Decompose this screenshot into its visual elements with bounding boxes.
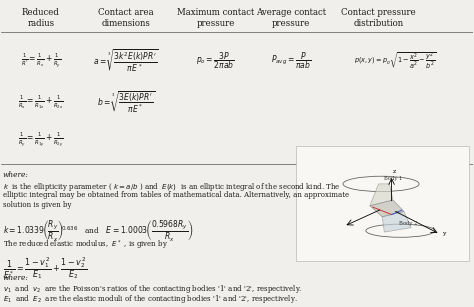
Text: Reduced
radius: Reduced radius <box>22 8 60 28</box>
Text: Body 2: Body 2 <box>399 221 417 227</box>
Text: $k$  is the ellipticity parameter ( $k = a/b$ ) and  $E(k)$  is an elliptic inte: $k$ is the ellipticity parameter ( $k = … <box>3 181 340 193</box>
Text: where:: where: <box>3 171 29 179</box>
Text: Contact area
dimensions: Contact area dimensions <box>98 8 154 28</box>
Text: solution is given by: solution is given by <box>3 201 72 209</box>
Text: elliptic integral may be obtained from tables of mathematical data. Alternativel: elliptic integral may be obtained from t… <box>3 191 349 199</box>
Polygon shape <box>382 212 411 232</box>
Text: Maximum contact
pressure: Maximum contact pressure <box>177 8 255 28</box>
Text: y: y <box>442 231 446 236</box>
Text: $v_1$  and  $v_2$  are the Poisson's ratios of the contacting bodies '1' and '2': $v_1$ and $v_2$ are the Poisson's ratios… <box>3 283 302 295</box>
Text: $a = \sqrt[3]{\dfrac{3k^2E(k)PR'}{\pi E^*}}$: $a = \sqrt[3]{\dfrac{3k^2E(k)PR'}{\pi E^… <box>93 47 159 74</box>
Text: $E_1$  and  $E_2$  are the elastic moduli of the contacting bodies '1' and '2', : $E_1$ and $E_2$ are the elastic moduli o… <box>3 293 298 305</box>
Text: $b = \sqrt[3]{\dfrac{3E(k)PR'}{\pi E^*}}$: $b = \sqrt[3]{\dfrac{3E(k)PR'}{\pi E^*}}… <box>97 90 155 115</box>
Text: z: z <box>393 169 396 174</box>
Text: $P_{avg} = \dfrac{P}{\pi ab}$: $P_{avg} = \dfrac{P}{\pi ab}$ <box>271 50 311 71</box>
Text: The reduced elastic modulus,  $E^*$ , is given by: The reduced elastic modulus, $E^*$ , is … <box>3 238 168 251</box>
Text: $\frac{1}{R_y} = \frac{1}{R_{1y}} + \frac{1}{R_{2y}}$: $\frac{1}{R_y} = \frac{1}{R_{1y}} + \fra… <box>18 131 64 149</box>
Text: $\frac{1}{R_x} = \frac{1}{R_{1x}} + \frac{1}{R_{2x}}$: $\frac{1}{R_x} = \frac{1}{R_{1x}} + \fra… <box>18 94 64 111</box>
Text: $p(x,y) = p_o\sqrt{1 - \dfrac{x^2}{a^2} - \dfrac{y^2}{b^2}}$: $p(x,y) = p_o\sqrt{1 - \dfrac{x^2}{a^2} … <box>354 51 437 71</box>
Text: Contact pressure
distribution: Contact pressure distribution <box>341 8 416 28</box>
FancyBboxPatch shape <box>296 146 469 261</box>
Text: Average contact
pressure: Average contact pressure <box>256 8 327 28</box>
Text: Body 1: Body 1 <box>384 176 403 181</box>
Text: $\frac{1}{R'} = \frac{1}{R_x} + \frac{1}{R_y}$: $\frac{1}{R'} = \frac{1}{R_x} + \frac{1}… <box>21 51 61 70</box>
Polygon shape <box>370 184 393 206</box>
Text: where:: where: <box>3 274 29 282</box>
Text: $p_o = \dfrac{3P}{2\pi ab}$: $p_o = \dfrac{3P}{2\pi ab}$ <box>196 50 235 71</box>
Text: $k = 1.0339\!\left(\dfrac{R_y}{R_x}\right)^{\!\!0.636}$   and   $E = 1.0003\!\le: $k = 1.0339\!\left(\dfrac{R_y}{R_x}\righ… <box>3 218 193 243</box>
Polygon shape <box>370 200 404 217</box>
Text: $\dfrac{1}{E^*} = \dfrac{1-v_1^{\,2}}{E_1} + \dfrac{1-v_2^{\,2}}{E_2}$: $\dfrac{1}{E^*} = \dfrac{1-v_1^{\,2}}{E_… <box>3 255 87 281</box>
